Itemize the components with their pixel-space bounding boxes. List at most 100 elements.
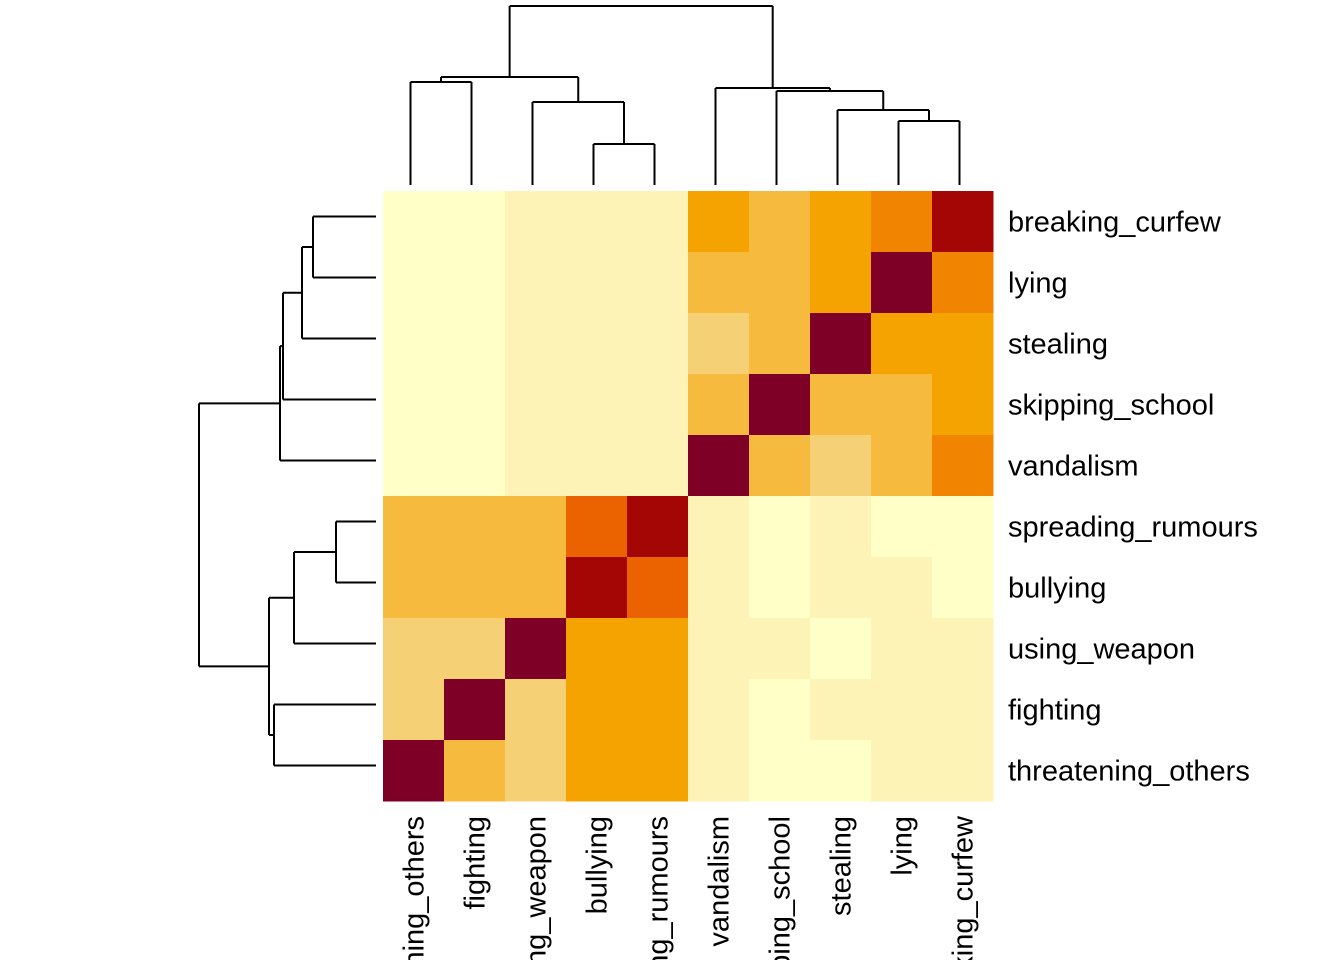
heatmap-cell-skipping_school-threatening_others bbox=[383, 374, 445, 436]
heatmap-cell-bullying-lying bbox=[871, 557, 933, 619]
column-label: threatening_others bbox=[399, 816, 431, 960]
column-label: spreading_rumours bbox=[643, 816, 675, 960]
heatmap-cell-lying-stealing bbox=[810, 252, 872, 314]
heatmap-cell-threatening_others-spreading_rumours bbox=[627, 740, 689, 802]
heatmap-cell-spreading_rumours-using_weapon bbox=[505, 496, 567, 558]
heatmap-cell-vandalism-stealing bbox=[810, 435, 872, 497]
heatmap-cell-fighting-vandalism bbox=[688, 679, 750, 741]
heatmap-cell-threatening_others-lying bbox=[871, 740, 933, 802]
column-label: skipping_school bbox=[765, 816, 797, 960]
heatmap-cell-spreading_rumours-threatening_others bbox=[383, 496, 445, 558]
heatmap-cell-skipping_school-fighting bbox=[444, 374, 506, 436]
row-dendrogram bbox=[198, 215, 376, 767]
heatmap-cell-vandalism-lying bbox=[871, 435, 933, 497]
heatmap-cell-stealing-fighting bbox=[444, 313, 506, 375]
heatmap-cell-fighting-threatening_others bbox=[383, 679, 445, 741]
heatmap-cell-spreading_rumours-bullying bbox=[566, 496, 628, 558]
heatmap-cell-breaking_curfew-vandalism bbox=[688, 191, 750, 253]
heatmap-cell-using_weapon-threatening_others bbox=[383, 618, 445, 680]
column-label: using_weapon bbox=[521, 816, 553, 960]
heatmap-cell-vandalism-skipping_school bbox=[749, 435, 811, 497]
heatmap-cell-stealing-vandalism bbox=[688, 313, 750, 375]
column-dendrogram bbox=[409, 5, 961, 185]
heatmap-cell-stealing-skipping_school bbox=[749, 313, 811, 375]
heatmap-cell-using_weapon-stealing bbox=[810, 618, 872, 680]
heatmap-cell-bullying-threatening_others bbox=[383, 557, 445, 619]
heatmap-cell-fighting-bullying bbox=[566, 679, 628, 741]
heatmap-cell-fighting-lying bbox=[871, 679, 933, 741]
heatmap-cell-breaking_curfew-lying bbox=[871, 191, 933, 253]
heatmap-cell-bullying-skipping_school bbox=[749, 557, 811, 619]
heatmap-cell-threatening_others-skipping_school bbox=[749, 740, 811, 802]
heatmap-cell-threatening_others-stealing bbox=[810, 740, 872, 802]
heatmap-cell-using_weapon-bullying bbox=[566, 618, 628, 680]
heatmap-cell-using_weapon-fighting bbox=[444, 618, 506, 680]
column-labels: threatening_others fighting using_weapon bu… bbox=[399, 815, 980, 960]
heatmap-cell-using_weapon-spreading_rumours bbox=[627, 618, 689, 680]
heatmap-cell-stealing-breaking_curfew bbox=[932, 313, 994, 375]
heatmap-cell-lying-vandalism bbox=[688, 252, 750, 314]
heatmap-cell-vandalism-threatening_others bbox=[383, 435, 445, 497]
row-label: spreading_rumours bbox=[1008, 512, 1258, 544]
heatmap-cell-breaking_curfew-breaking_curfew bbox=[932, 191, 994, 253]
heatmap-cells bbox=[383, 191, 994, 802]
heatmap-cell-spreading_rumours-lying bbox=[871, 496, 933, 558]
heatmap-cell-breaking_curfew-fighting bbox=[444, 191, 506, 253]
row-label: vandalism bbox=[1008, 451, 1139, 483]
heatmap-cell-lying-spreading_rumours bbox=[627, 252, 689, 314]
column-label: lying bbox=[887, 816, 919, 876]
heatmap-cell-spreading_rumours-vandalism bbox=[688, 496, 750, 558]
heatmap-cell-fighting-breaking_curfew bbox=[932, 679, 994, 741]
row-label: stealing bbox=[1008, 329, 1108, 361]
heatmap-cell-bullying-fighting bbox=[444, 557, 506, 619]
heatmap-cell-skipping_school-skipping_school bbox=[749, 374, 811, 436]
heatmap-cell-breaking_curfew-stealing bbox=[810, 191, 872, 253]
row-label: lying bbox=[1008, 268, 1068, 300]
heatmap-cell-threatening_others-breaking_curfew bbox=[932, 740, 994, 802]
column-label: bullying bbox=[582, 816, 614, 914]
heatmap-cell-fighting-stealing bbox=[810, 679, 872, 741]
heatmap-cell-lying-breaking_curfew bbox=[932, 252, 994, 314]
heatmap-cell-threatening_others-threatening_others bbox=[383, 740, 445, 802]
heatmap-cell-vandalism-bullying bbox=[566, 435, 628, 497]
heatmap-cell-bullying-bullying bbox=[566, 557, 628, 619]
heatmap-cell-stealing-using_weapon bbox=[505, 313, 567, 375]
heatmap-cell-vandalism-vandalism bbox=[688, 435, 750, 497]
heatmap-cell-fighting-spreading_rumours bbox=[627, 679, 689, 741]
heatmap-cell-lying-fighting bbox=[444, 252, 506, 314]
heatmap-cell-breaking_curfew-skipping_school bbox=[749, 191, 811, 253]
heatmap-cell-spreading_rumours-skipping_school bbox=[749, 496, 811, 558]
heatmap-cell-threatening_others-bullying bbox=[566, 740, 628, 802]
row-label: threatening_others bbox=[1008, 756, 1250, 788]
column-label: vandalism bbox=[704, 816, 736, 947]
heatmap-cell-lying-threatening_others bbox=[383, 252, 445, 314]
heatmap-cell-lying-skipping_school bbox=[749, 252, 811, 314]
heatmap-cell-skipping_school-vandalism bbox=[688, 374, 750, 436]
heatmap-cell-skipping_school-using_weapon bbox=[505, 374, 567, 436]
heatmap-cell-bullying-spreading_rumours bbox=[627, 557, 689, 619]
row-label: skipping_school bbox=[1008, 390, 1214, 422]
heatmap-cell-stealing-stealing bbox=[810, 313, 872, 375]
heatmap-cell-stealing-lying bbox=[871, 313, 933, 375]
heatmap-cell-breaking_curfew-threatening_others bbox=[383, 191, 445, 253]
heatmap-cell-using_weapon-breaking_curfew bbox=[932, 618, 994, 680]
heatmap-cell-spreading_rumours-breaking_curfew bbox=[932, 496, 994, 558]
heatmap-cell-lying-using_weapon bbox=[505, 252, 567, 314]
heatmap-cell-fighting-using_weapon bbox=[505, 679, 567, 741]
heatmap-cell-fighting-fighting bbox=[444, 679, 506, 741]
heatmap-cell-breaking_curfew-bullying bbox=[566, 191, 628, 253]
row-label: breaking_curfew bbox=[1008, 207, 1222, 239]
heatmap-cell-vandalism-breaking_curfew bbox=[932, 435, 994, 497]
heatmap-cell-spreading_rumours-spreading_rumours bbox=[627, 496, 689, 558]
row-label: using_weapon bbox=[1008, 634, 1195, 666]
heatmap-cell-using_weapon-using_weapon bbox=[505, 618, 567, 680]
heatmap-cell-breaking_curfew-spreading_rumours bbox=[627, 191, 689, 253]
heatmap-cell-skipping_school-lying bbox=[871, 374, 933, 436]
heatmap-cell-skipping_school-bullying bbox=[566, 374, 628, 436]
heatmap-cell-stealing-threatening_others bbox=[383, 313, 445, 375]
column-label: breaking_curfew bbox=[948, 815, 980, 960]
heatmap-cell-skipping_school-breaking_curfew bbox=[932, 374, 994, 436]
heatmap-cell-using_weapon-vandalism bbox=[688, 618, 750, 680]
heatmap-cell-bullying-stealing bbox=[810, 557, 872, 619]
